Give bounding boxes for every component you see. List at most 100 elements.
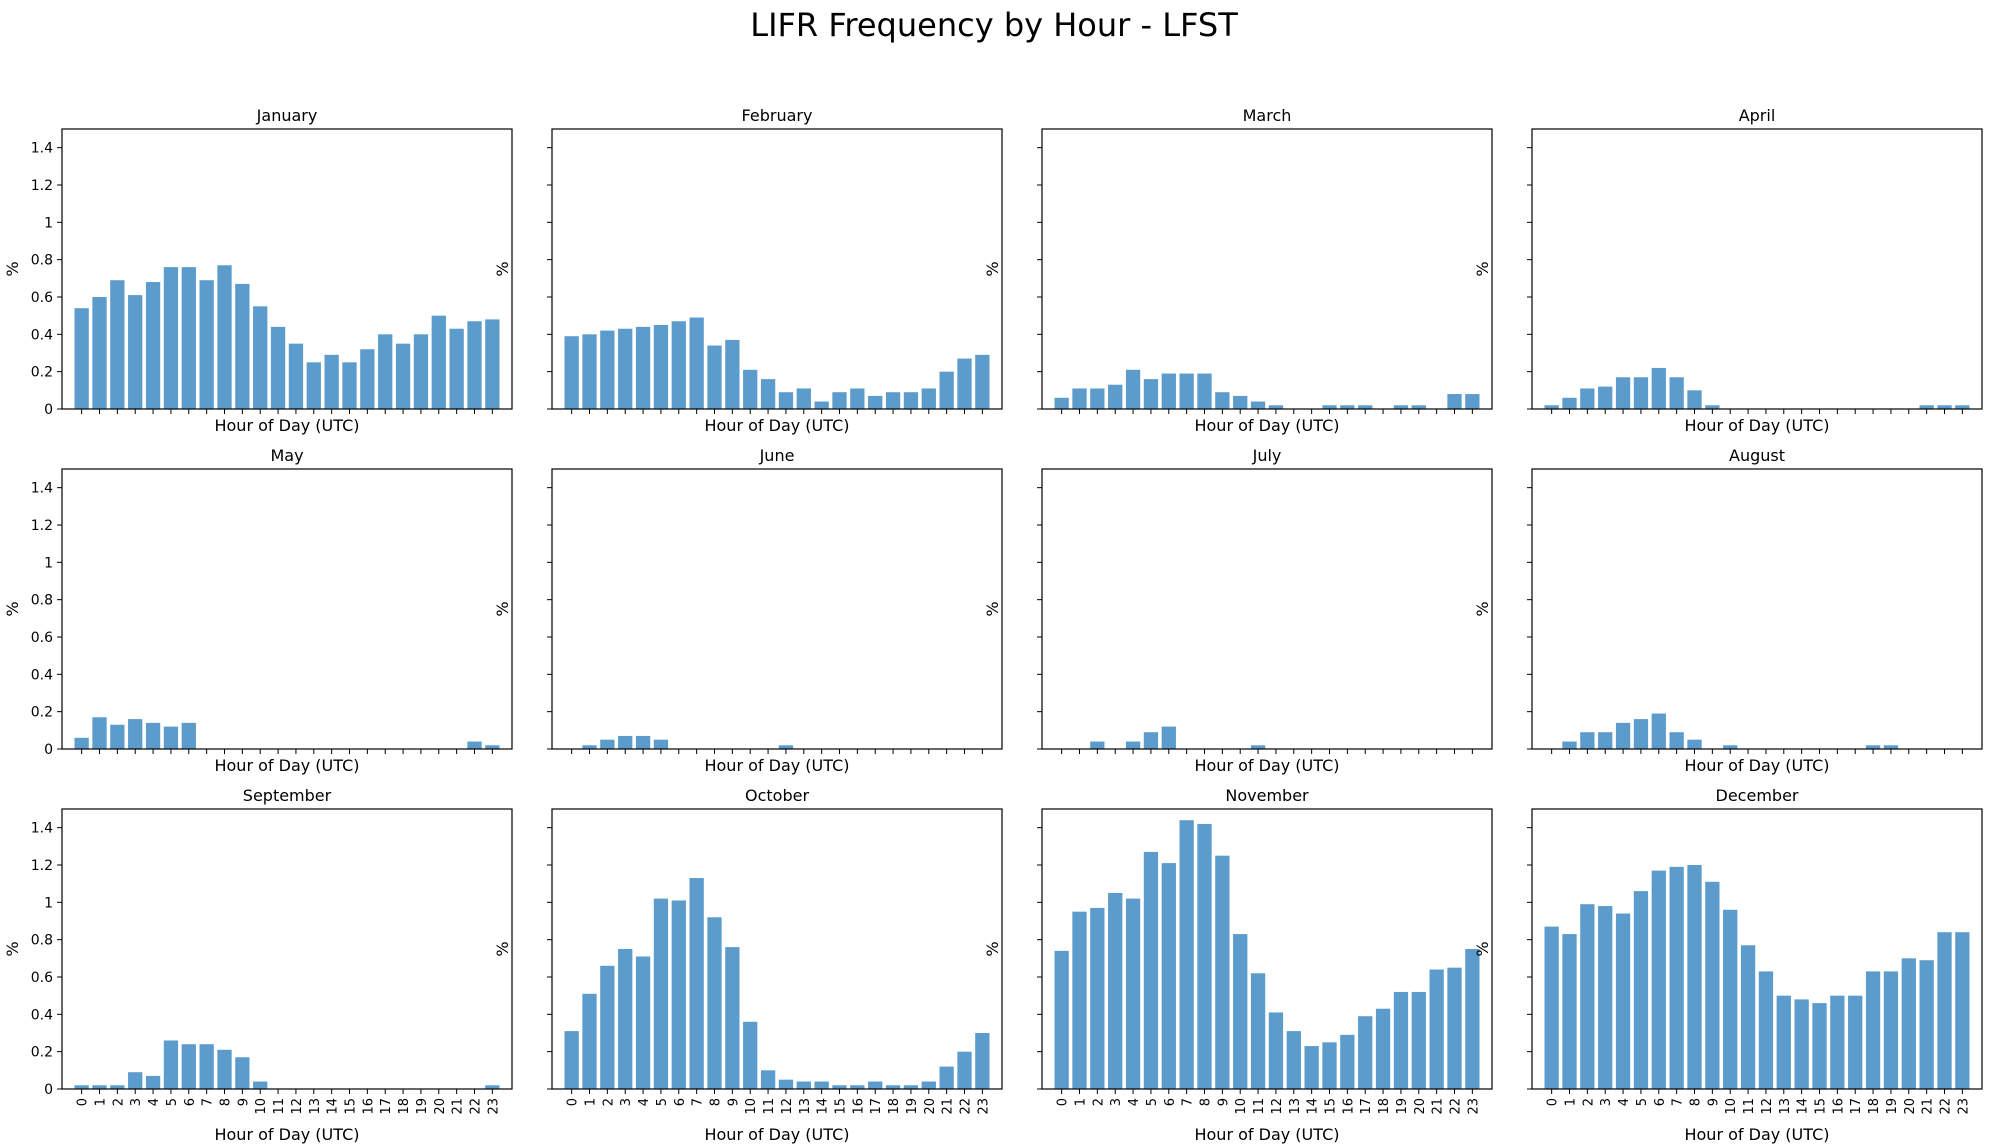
y-tick-label: 0.4: [31, 667, 53, 683]
x-axis-label: Hour of Day (UTC): [1684, 416, 1829, 435]
x-tick-label: 7: [1181, 1098, 1196, 1106]
bar-22: [1937, 405, 1952, 409]
x-tick-label: 16: [1341, 1098, 1356, 1115]
bar-17: [378, 334, 393, 409]
x-tick-label: 23: [1466, 1098, 1481, 1115]
bar-11: [270, 326, 286, 409]
bar-3: [1598, 732, 1613, 749]
x-tick-label: 2: [1581, 1098, 1596, 1106]
x-tick-label: 5: [165, 1098, 180, 1106]
bar-2: [110, 280, 125, 409]
bar-14: [1304, 1046, 1319, 1089]
bar-5: [653, 898, 669, 1089]
x-tick-label: 21: [1431, 1098, 1446, 1115]
bar-5: [1633, 719, 1649, 749]
bar-23: [485, 319, 500, 409]
y-tick-label: 0.8: [31, 253, 53, 269]
x-axis-label: Hour of Day (UTC): [1684, 1125, 1829, 1144]
y-axis-label: %: [493, 261, 512, 276]
x-tick-label: 14: [326, 1098, 341, 1115]
bar-0: [74, 308, 89, 409]
plot-frame: [1531, 468, 1983, 750]
bar-21: [1919, 960, 1934, 1089]
subplot-title: May: [270, 446, 303, 465]
x-tick-label: 12: [290, 1098, 305, 1115]
x-tick-label: 10: [254, 1098, 269, 1115]
bar-2: [1090, 388, 1105, 409]
plot-frame: [61, 808, 513, 1090]
bar-12: [288, 343, 304, 409]
bar-2: [110, 1085, 125, 1089]
bar-22: [1937, 932, 1952, 1089]
x-tick-label: 19: [1395, 1098, 1410, 1115]
bar-8: [217, 1049, 232, 1089]
subplot-title: October: [745, 786, 809, 805]
bar-5: [1143, 851, 1159, 1089]
x-tick-label: 17: [1359, 1098, 1374, 1115]
x-tick-label: 7: [201, 1098, 216, 1106]
x-tick-label: 15: [344, 1098, 359, 1115]
bar-1: [582, 745, 597, 749]
bar-3: [618, 735, 633, 749]
x-axis-label: Hour of Day (UTC): [704, 416, 849, 435]
subplot-title: February: [742, 106, 813, 125]
bar-11: [1250, 401, 1266, 409]
bar-5: [1633, 377, 1649, 409]
x-tick-label: 12: [780, 1098, 795, 1115]
y-tick-label: 0: [44, 742, 53, 758]
bar-6: [181, 1044, 196, 1089]
bar-16: [1340, 1034, 1355, 1089]
y-tick-label: 1: [44, 555, 53, 571]
y-tick-label: 0.6: [31, 970, 53, 986]
subplot-title: April: [1739, 106, 1776, 125]
x-tick-label: 1: [584, 1098, 599, 1106]
bar-13: [796, 388, 811, 409]
bar-3: [1598, 906, 1613, 1089]
y-axis-label: %: [983, 941, 1002, 956]
subplot-title: January: [256, 106, 318, 125]
bar-3: [1598, 386, 1613, 409]
x-tick-label: 8: [1199, 1098, 1214, 1106]
y-tick-label: 0.6: [31, 290, 53, 306]
bar-4: [635, 326, 651, 409]
bar-5: [653, 325, 669, 409]
bar-10: [253, 306, 268, 409]
bar-1: [1072, 911, 1087, 1089]
x-tick-label: 5: [655, 1098, 670, 1106]
y-tick-label: 0.8: [31, 593, 53, 609]
bar-19: [1883, 745, 1899, 749]
bar-18: [885, 1085, 901, 1089]
x-tick-label: 21: [1921, 1098, 1936, 1115]
bar-4: [1615, 722, 1631, 749]
bar-20: [921, 1081, 936, 1089]
bar-21: [939, 1066, 954, 1089]
x-tick-label: 10: [744, 1098, 759, 1115]
bar-18: [395, 343, 411, 409]
bar-14: [814, 401, 829, 409]
bar-8: [1687, 865, 1702, 1089]
bar-7: [1179, 820, 1194, 1089]
plot-frame: [551, 128, 1003, 410]
bar-19: [1393, 405, 1409, 409]
bar-19: [903, 1085, 919, 1089]
x-tick-label: 13: [1778, 1098, 1793, 1115]
bar-1: [92, 297, 107, 409]
bar-16: [850, 388, 865, 409]
subplot-title: November: [1225, 786, 1309, 805]
bar-2: [600, 739, 615, 749]
x-tick-label: 13: [798, 1098, 813, 1115]
bar-17: [868, 395, 883, 409]
x-tick-label: 15: [1814, 1098, 1829, 1115]
bar-3: [128, 1072, 143, 1089]
plot-frame: [551, 808, 1003, 1090]
x-tick-label: 23: [976, 1098, 991, 1115]
bar-2: [110, 724, 125, 749]
x-tick-label: 18: [397, 1098, 412, 1115]
bar-10: [253, 1081, 268, 1089]
subplot-title: March: [1243, 106, 1292, 125]
bar-8: [707, 345, 722, 409]
bar-6: [1161, 373, 1176, 409]
bar-5: [1633, 891, 1649, 1089]
y-tick-label: 0.2: [31, 365, 53, 381]
